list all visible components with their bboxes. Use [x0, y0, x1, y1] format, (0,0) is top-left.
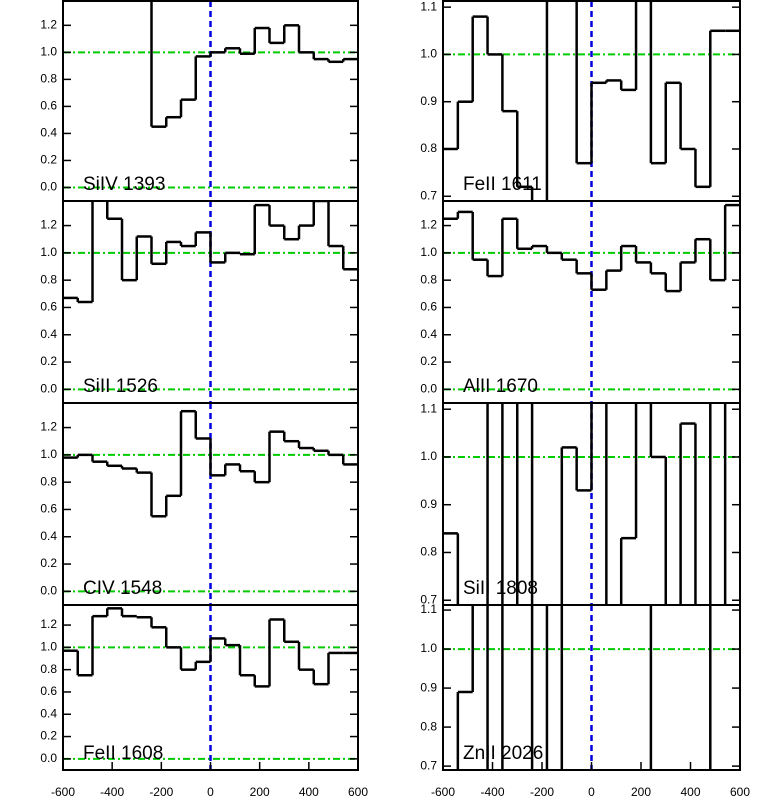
y-tick-label: 1.0 [420, 47, 437, 61]
y-tick-label: 1.0 [420, 641, 437, 655]
y-tick-label: 0.4 [420, 327, 437, 341]
y-tick-label: 0.8 [40, 662, 57, 676]
y-tick-label: 0.6 [40, 502, 57, 516]
x-tick-label: 0 [588, 785, 595, 799]
y-tick-label: 1.0 [40, 447, 57, 461]
x-tick-label: 400 [680, 785, 700, 799]
y-tick-label: 1.0 [40, 45, 57, 59]
y-tick-label: 0.4 [40, 327, 57, 341]
panel-label: ZnII 2026 [463, 743, 543, 764]
panel [443, 605, 740, 770]
y-tick-label: 0.8 [40, 72, 57, 86]
y-tick-label: 0.4 [40, 706, 57, 720]
x-tick-label: 600 [348, 785, 368, 799]
y-tick-label: 1.0 [40, 640, 57, 654]
y-tick-label: 1.2 [40, 420, 57, 434]
x-tick-label: 0 [207, 785, 214, 799]
x-tick-label: -200 [149, 785, 173, 799]
y-tick-label: 1.2 [40, 17, 57, 31]
y-tick-label: 0.6 [40, 684, 57, 698]
panel-label: FeII 1608 [83, 743, 163, 764]
y-tick-label: 1.0 [420, 449, 437, 463]
y-tick-label: 0.0 [420, 382, 437, 396]
y-tick-label: 0.8 [420, 272, 437, 286]
y-tick-label: 0.0 [40, 584, 57, 598]
panel-label: FeII 1611 [463, 174, 542, 195]
y-tick-label: 1.2 [40, 617, 57, 631]
y-tick-label: 0.9 [420, 94, 437, 108]
y-tick-label: 0.8 [420, 719, 437, 733]
y-tick-label: 0.8 [40, 474, 57, 488]
y-tick-label: 1.1 [420, 401, 437, 415]
y-tick-label: 0.8 [420, 141, 437, 155]
y-tick-label: 0.0 [40, 751, 57, 765]
y-tick-label: 0.9 [420, 497, 437, 511]
x-tick-label: -600 [51, 785, 75, 799]
panel [63, 201, 358, 403]
panel-label: SiII 1808 [463, 578, 538, 599]
y-tick-label: 0.2 [40, 729, 57, 743]
x-tick-label: 200 [250, 785, 270, 799]
panel [63, 403, 358, 605]
y-tick-label: 0.4 [40, 126, 57, 140]
y-tick-label: 1.2 [40, 218, 57, 232]
y-tick-label: 0.2 [40, 354, 57, 368]
y-tick-label: 0.9 [420, 680, 437, 694]
panel [63, 605, 358, 770]
panel-label: SiII 1526 [83, 376, 158, 397]
y-tick-label: 0.2 [40, 556, 57, 570]
y-tick-label: 0.8 [420, 545, 437, 559]
panel-label: CIV 1548 [83, 578, 162, 599]
y-tick-label: 0.0 [40, 180, 57, 194]
y-tick-label: 0.6 [40, 99, 57, 113]
panel [443, 403, 740, 605]
y-tick-label: 1.1 [420, 602, 437, 616]
x-tick-label: 400 [299, 785, 319, 799]
y-tick-label: 0.0 [40, 382, 57, 396]
y-tick-label: 1.1 [420, 0, 437, 13]
y-tick-label: 0.2 [420, 354, 437, 368]
panel [443, 1, 740, 201]
x-tick-label: 200 [631, 785, 651, 799]
y-tick-label: 0.6 [40, 300, 57, 314]
y-tick-label: 1.0 [40, 245, 57, 259]
y-tick-label: 0.7 [420, 592, 437, 606]
y-tick-label: 0.7 [420, 188, 437, 202]
panel-label: SiIV 1393 [83, 174, 165, 195]
x-tick-label: -600 [431, 785, 455, 799]
x-tick-label: -400 [100, 785, 124, 799]
x-tick-label: -400 [480, 785, 504, 799]
y-tick-label: 1.0 [420, 245, 437, 259]
y-tick-label: 0.8 [40, 272, 57, 286]
panel [63, 1, 358, 201]
y-tick-label: 1.2 [420, 218, 437, 232]
y-tick-label: 0.4 [40, 529, 57, 543]
x-tick-label: -200 [530, 785, 554, 799]
panel-label: AlII 1670 [463, 376, 538, 397]
y-tick-label: 0.7 [420, 758, 437, 772]
y-tick-label: 0.2 [40, 153, 57, 167]
panel [443, 201, 740, 403]
x-tick-label: 600 [730, 785, 750, 799]
y-tick-label: 0.6 [420, 300, 437, 314]
